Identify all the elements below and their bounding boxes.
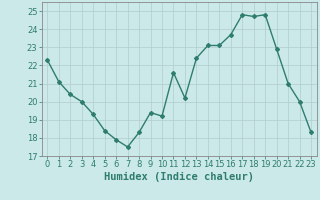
X-axis label: Humidex (Indice chaleur): Humidex (Indice chaleur) [104, 172, 254, 182]
